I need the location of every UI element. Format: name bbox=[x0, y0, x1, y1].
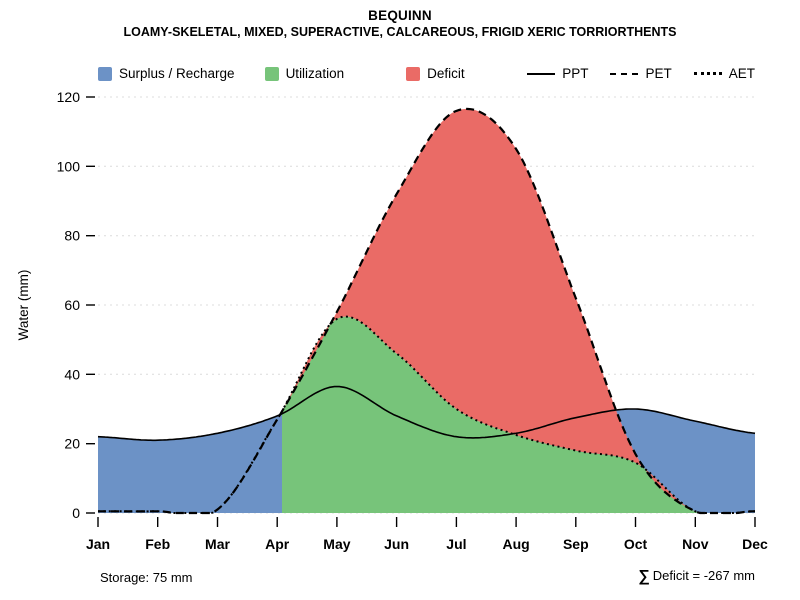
x-tick-label: Jun bbox=[384, 536, 409, 552]
utilization-swatch bbox=[264, 66, 279, 81]
legend-aet-label: AET bbox=[728, 66, 755, 81]
legend-surplus-label: Surplus / Recharge bbox=[119, 66, 235, 81]
legend-utilization-label: Utilization bbox=[285, 66, 345, 81]
surplus-swatch bbox=[98, 66, 112, 81]
y-tick-label: 0 bbox=[72, 505, 80, 521]
deficit-area bbox=[272, 108, 722, 514]
sigma-symbol: ∑ bbox=[638, 568, 650, 585]
legend-item-surplus: Surplus / Recharge bbox=[98, 66, 235, 81]
legend-item-utilization: Utilization bbox=[264, 66, 345, 81]
storage-annotation: Storage: 75 mm bbox=[100, 570, 193, 585]
x-tick-label: Dec bbox=[742, 536, 768, 552]
legend: Surplus / Recharge Utilization Deficit P… bbox=[98, 66, 755, 81]
utilization-area bbox=[282, 316, 720, 513]
chart-title: BEQUINN bbox=[368, 8, 432, 23]
aet-line-sample bbox=[693, 72, 722, 75]
x-tick-label: May bbox=[323, 536, 350, 552]
y-tick-label: 40 bbox=[64, 366, 80, 382]
deficit-annotation: ∑ Deficit = -267 mm bbox=[638, 568, 755, 586]
x-tick-label: Oct bbox=[624, 536, 648, 552]
aet-line bbox=[98, 315, 755, 514]
x-tick-label: Jan bbox=[86, 536, 110, 552]
x-tick-label: Feb bbox=[145, 536, 170, 552]
x-tick-label: Sep bbox=[563, 536, 589, 552]
legend-line-group: PPT PET AET bbox=[527, 66, 755, 81]
x-tick-label: Nov bbox=[682, 536, 709, 552]
legend-item-deficit: Deficit bbox=[406, 66, 465, 81]
x-tick-label: Aug bbox=[502, 536, 529, 552]
y-axis-label: Water (mm) bbox=[16, 269, 31, 341]
legend-item-pet: PET bbox=[610, 66, 672, 81]
legend-deficit-label: Deficit bbox=[427, 66, 465, 81]
x-tick-label: Jul bbox=[446, 536, 466, 552]
deficit-swatch bbox=[406, 66, 421, 81]
x-tick-label: Mar bbox=[205, 536, 230, 552]
x-tick-label: Apr bbox=[265, 536, 290, 552]
legend-item-aet: AET bbox=[693, 66, 755, 81]
pet-line-sample bbox=[610, 72, 639, 75]
deficit-sum-text: Deficit = -267 mm bbox=[652, 568, 755, 583]
ppt-line-sample bbox=[527, 72, 556, 75]
y-tick-label: 20 bbox=[64, 436, 80, 452]
y-tick-label: 100 bbox=[57, 158, 81, 174]
legend-ppt-label: PPT bbox=[562, 66, 589, 81]
ppt-line bbox=[97, 385, 756, 442]
y-tick-label: 80 bbox=[64, 228, 80, 244]
chart-subtitle: LOAMY-SKELETAL, MIXED, SUPERACTIVE, CALC… bbox=[123, 25, 677, 39]
legend-pet-label: PET bbox=[645, 66, 672, 81]
legend-item-ppt: PPT bbox=[527, 66, 588, 81]
y-tick-label: 60 bbox=[64, 297, 80, 313]
y-tick-label: 120 bbox=[57, 89, 81, 105]
